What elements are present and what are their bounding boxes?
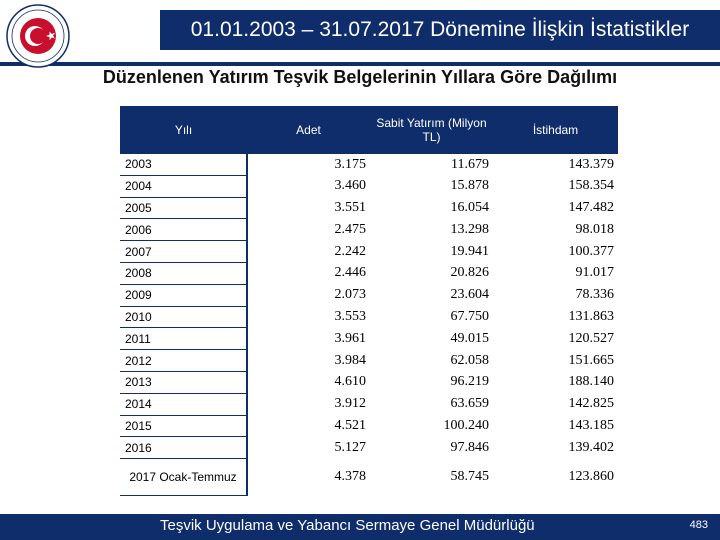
count-cell: 2.073	[334, 287, 367, 303]
year-cell: 2003	[120, 154, 248, 176]
table-row: 2006 2.475 13.298 98.018	[120, 218, 618, 242]
employment-cell: 120.527	[568, 330, 615, 346]
table-row: 2011 3.961 49.015 120.527	[120, 327, 618, 351]
table-row: 2007 2.242 19.941 100.377	[120, 240, 618, 263]
count-cell: 4.610	[334, 374, 367, 390]
page-title: 01.01.2003 – 31.07.2017 Dönemine İlişkin…	[160, 10, 720, 50]
investment-cell: 16.054	[450, 199, 490, 215]
year-cell: 2010	[120, 306, 248, 329]
table-row: 2017 Ocak-Temmuz 4.378 58.745 123.860	[120, 458, 618, 497]
page-number: 483	[689, 519, 708, 531]
count-cell: 4.378	[334, 469, 367, 485]
employment-cell: 100.377	[568, 243, 615, 259]
investment-cell: 97.846	[450, 439, 490, 455]
header-year: Yılı	[120, 106, 247, 154]
footer-bar	[0, 514, 720, 540]
count-cell: 3.551	[334, 199, 367, 215]
year-cell: 2016	[120, 436, 248, 460]
footer-organization: Teşvik Uygulama ve Yabancı Sermaye Genel…	[160, 517, 535, 534]
count-cell: 2.242	[334, 243, 367, 259]
year-cell: 2011	[120, 327, 248, 351]
count-cell: 3.912	[334, 396, 367, 412]
table-row: 2013 4.610 96.219 188.140	[120, 371, 618, 394]
count-cell: 2.446	[334, 265, 367, 281]
investment-cell: 63.659	[450, 396, 490, 412]
table-row: 2004 3.460 15.878 158.354	[120, 175, 618, 198]
investment-cell: 15.878	[450, 178, 490, 194]
year-cell: 2014	[120, 393, 248, 416]
count-cell: 5.127	[334, 439, 367, 455]
employment-cell: 143.185	[568, 417, 615, 433]
year-cell: 2006	[120, 218, 248, 242]
year-cell: 2015	[120, 415, 248, 438]
investment-cell: 49.015	[450, 330, 490, 346]
year-cell: 2013	[120, 371, 248, 394]
employment-cell: 131.863	[568, 308, 615, 324]
header-underline	[0, 62, 720, 66]
header-count: Adet	[247, 106, 370, 154]
table-row: 2015 4.521 100.240 143.185	[120, 415, 618, 438]
count-cell: 3.961	[334, 330, 367, 346]
investment-cell: 19.941	[450, 243, 490, 259]
investment-cell: 62.058	[450, 352, 490, 368]
employment-cell: 139.402	[568, 439, 615, 455]
investment-cell: 100.240	[443, 417, 490, 433]
year-cell: 2005	[120, 197, 248, 220]
employment-cell: 147.482	[568, 199, 615, 215]
investment-cell: 20.826	[450, 265, 490, 281]
table-row: 2003 3.175 11.679 143.379	[120, 154, 618, 176]
count-cell: 4.521	[334, 417, 367, 433]
investment-cell: 23.604	[450, 287, 490, 303]
year-cell: 2009	[120, 284, 248, 307]
table-row: 2008 2.446 20.826 91.017	[120, 262, 618, 285]
count-cell: 2.475	[334, 221, 367, 237]
year-cell: 2007	[120, 240, 248, 263]
year-cell: 2004	[120, 175, 248, 198]
investment-cell: 96.219	[450, 374, 490, 390]
year-cell: 2017 Ocak-Temmuz	[120, 458, 248, 497]
investment-cell: 13.298	[450, 221, 490, 237]
table-row: 2012 3.984 62.058 151.665	[120, 349, 618, 372]
table-row: 2009 2.073 23.604 78.336	[120, 284, 618, 307]
employment-cell: 158.354	[568, 178, 615, 194]
employment-cell: 142.825	[568, 396, 615, 412]
employment-cell: 188.140	[568, 374, 615, 390]
employment-cell: 98.018	[575, 221, 615, 237]
employment-cell: 123.860	[568, 469, 615, 485]
count-cell: 3.984	[334, 352, 367, 368]
investment-cell: 67.750	[450, 308, 490, 324]
table-row: 2016 5.127 97.846 139.402	[120, 436, 618, 460]
year-cell: 2008	[120, 262, 248, 285]
header-investment: Sabit Yatırım (Milyon TL)	[370, 106, 493, 154]
employment-cell: 151.665	[568, 352, 615, 368]
year-cell: 2012	[120, 349, 248, 372]
table-header-row: Yılı Adet Sabit Yatırım (Milyon TL) İsti…	[120, 106, 618, 154]
count-cell: 3.460	[334, 178, 367, 194]
statistics-table: Yılı Adet Sabit Yatırım (Milyon TL) İsti…	[120, 106, 618, 497]
header-employment: İstihdam	[493, 106, 618, 154]
ministry-logo-icon	[6, 4, 70, 68]
employment-cell: 143.379	[568, 156, 615, 172]
count-cell: 3.553	[334, 308, 367, 324]
investment-cell: 58.745	[450, 469, 490, 485]
investment-cell: 11.679	[451, 156, 489, 172]
count-cell: 3.175	[334, 156, 367, 172]
table-subtitle: Düzenlenen Yatırım Teşvik Belgelerinin Y…	[102, 67, 618, 87]
table-row: 2010 3.553 67.750 131.863	[120, 306, 618, 329]
employment-cell: 91.017	[575, 265, 615, 281]
table-row: 2005 3.551 16.054 147.482	[120, 197, 618, 220]
employment-cell: 78.336	[575, 287, 615, 303]
table-row: 2014 3.912 63.659 142.825	[120, 393, 618, 416]
